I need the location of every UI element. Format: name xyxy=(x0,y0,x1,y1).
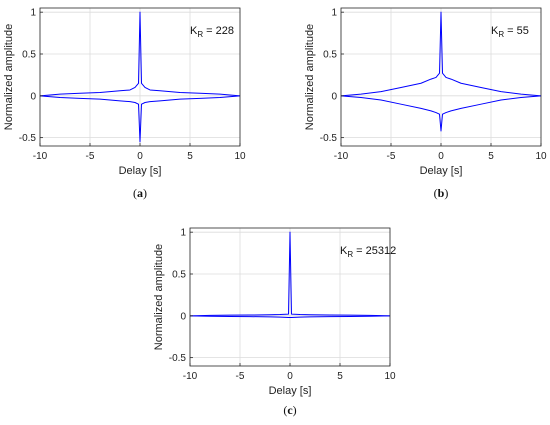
x-tick-label: 5 xyxy=(488,151,494,162)
kr-symbol: K xyxy=(491,25,499,37)
chart-c: -10 -5 0 5 10 -0.5 0 0.5 1 Delay [s] Normalized am… xyxy=(153,227,396,417)
x-tick-label: 5 xyxy=(187,151,193,162)
kr-value: = 25312 xyxy=(353,245,396,257)
x-tick-label: 10 xyxy=(234,151,246,162)
y-tick-label: -0.5 xyxy=(19,133,37,144)
signal-trace-lower xyxy=(189,315,391,318)
y-tick-label: 0.5 xyxy=(323,50,337,61)
kr-subscript: R xyxy=(197,30,203,39)
panel-letter: a xyxy=(137,186,143,200)
kr-annotation: KR = 25312 xyxy=(340,245,396,259)
x-tick-label: -10 xyxy=(334,151,349,162)
x-tick-label: -5 xyxy=(86,151,95,162)
panel-label: (b) xyxy=(434,186,449,200)
kr-symbol: K xyxy=(190,25,198,37)
kr-value: = 228 xyxy=(203,25,234,37)
signal-trace-upper xyxy=(39,11,241,97)
kr-annotation: KR = 55 xyxy=(491,25,529,39)
signal-trace-upper xyxy=(189,231,391,317)
kr-subscript: R xyxy=(498,30,504,39)
chart-a: -10 -5 0 5 10 -0.5 0 0.5 1 Delay [s] Normalized am… xyxy=(3,7,246,200)
x-axis-label: Delay [s] xyxy=(119,165,162,177)
signal-trace-lower xyxy=(39,95,241,143)
panel-letter: c xyxy=(287,403,293,417)
x-tick-label: 10 xyxy=(535,151,547,162)
y-tick-label: -0.5 xyxy=(320,133,338,144)
x-tick-label: 0 xyxy=(438,151,444,162)
x-tick-label: 0 xyxy=(137,151,143,162)
kr-symbol: K xyxy=(340,245,348,257)
x-tick-label: 10 xyxy=(384,371,396,382)
kr-value: = 55 xyxy=(504,25,529,37)
kr-subscript: R xyxy=(347,250,353,259)
x-tick-label: 0 xyxy=(287,371,293,382)
kr-annotation: KR = 228 xyxy=(190,25,234,39)
panel-letter: b xyxy=(438,186,445,200)
y-tick-label: 1 xyxy=(331,8,337,19)
x-axis-label: Delay [s] xyxy=(269,385,312,397)
x-tick-label: -10 xyxy=(183,371,198,382)
y-axis-label: Normalized amplitude xyxy=(304,24,316,130)
x-tick-label: -5 xyxy=(236,371,245,382)
chart-b: -10 -5 0 5 10 -0.5 0 0.5 1 Delay [s] Normalized am… xyxy=(304,7,547,200)
x-tick-label: -10 xyxy=(33,151,48,162)
y-tick-label: 0 xyxy=(30,91,36,102)
y-axis-label: Normalized amplitude xyxy=(3,24,15,130)
y-tick-label: 1 xyxy=(180,228,186,239)
signal-trace-upper xyxy=(340,11,542,97)
y-tick-label: -0.5 xyxy=(169,353,187,364)
y-tick-label: 1 xyxy=(30,8,36,19)
y-tick-label: 0.5 xyxy=(172,270,186,281)
x-tick-label: 5 xyxy=(337,371,343,382)
panel-label: (c) xyxy=(283,403,296,417)
y-tick-label: 0.5 xyxy=(22,50,36,61)
signal-trace-lower xyxy=(340,95,542,132)
y-tick-label: 0 xyxy=(180,311,186,322)
y-tick-label: 0 xyxy=(331,91,337,102)
y-axis-label: Normalized amplitude xyxy=(153,244,165,350)
panel-label: (a) xyxy=(133,186,147,200)
x-axis-label: Delay [s] xyxy=(420,165,463,177)
x-tick-label: -5 xyxy=(387,151,396,162)
